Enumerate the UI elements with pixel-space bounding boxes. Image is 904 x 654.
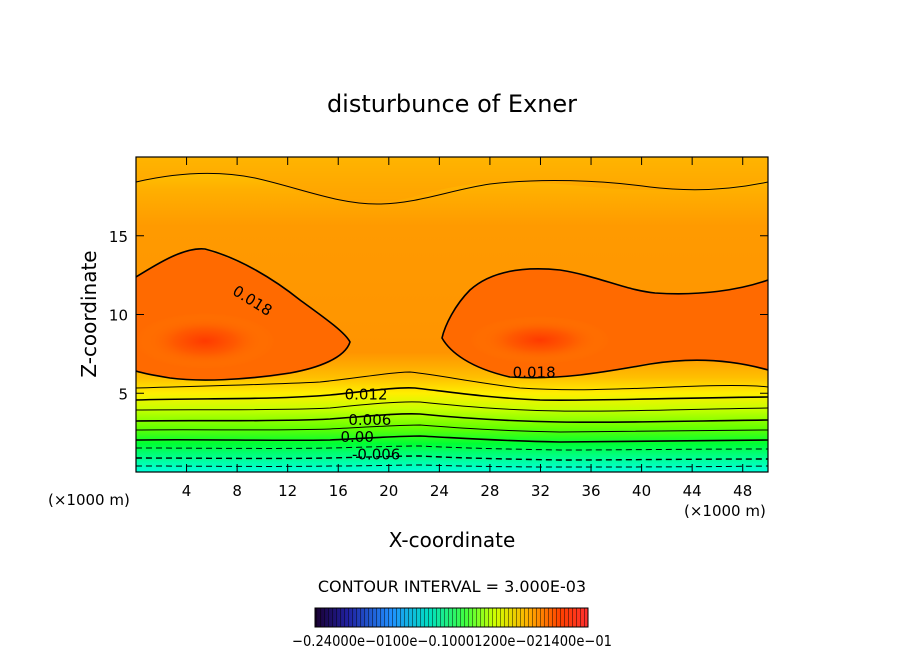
x-tick-label: 4: [182, 482, 192, 500]
x-axis-ticks: 4 8 12 16 20 24 28 32 36 40 44 48: [182, 157, 752, 500]
contour-lines: [136, 172, 768, 468]
contour-018-right: [441, 268, 768, 379]
contour-018-left: [136, 248, 351, 381]
upper-band: [136, 157, 768, 203]
x-tick-label: 36: [581, 482, 600, 500]
x-tick-label: 20: [379, 482, 398, 500]
y-tick-label: 10: [109, 307, 128, 325]
contour-006: [136, 413, 768, 424]
contour-upper: [136, 172, 768, 205]
x-tick-label: 48: [733, 482, 752, 500]
y-axis-label: Z-coordinate: [77, 250, 101, 377]
x-tick-label: 44: [683, 482, 702, 500]
contour-neg006: [136, 455, 768, 461]
x-unit-right: (×1000 m): [684, 502, 766, 520]
contour-012: [136, 387, 768, 401]
contour-label: 0.018: [513, 364, 556, 382]
x-tick-label: 40: [632, 482, 651, 500]
x-tick-label: 32: [531, 482, 550, 500]
x-tick-label: 28: [480, 482, 499, 500]
contour-neg009: [136, 464, 768, 468]
contour-label: 0.00: [340, 428, 373, 446]
x-tick-label: 16: [329, 482, 348, 500]
y-tick-label: 15: [109, 228, 128, 246]
x-tick-label: 24: [430, 482, 449, 500]
colorbar-stripes: [315, 608, 588, 627]
contour-label: 0.012: [345, 386, 388, 404]
contour-009: [136, 401, 768, 412]
contour-015: [136, 371, 768, 391]
x-tick-label: 8: [232, 482, 242, 500]
x-tick-label: 12: [278, 482, 297, 500]
contour-neg003: [136, 445, 768, 451]
x-unit-left: (×1000 m): [48, 491, 130, 509]
contour-003: [136, 424, 768, 433]
chart-title: disturbunce of Exner: [327, 90, 577, 118]
y-axis-ticks: 5 10 15: [109, 228, 768, 403]
contour-label: -0.006: [352, 445, 400, 463]
colorbar: −0.24000e−0100e−0.10001200e−021400e−01: [292, 607, 612, 650]
colorbar-frame: [314, 607, 589, 628]
x-axis-label: X-coordinate: [389, 528, 516, 552]
hot-core-left: [136, 313, 275, 369]
y-tick-label: 5: [118, 385, 128, 403]
hot-core-right: [470, 316, 610, 364]
contour-label: 0.006: [348, 411, 391, 429]
colorbar-labels: −0.24000e−0100e−0.10001200e−021400e−01: [292, 632, 612, 650]
contour-interval-text: CONTOUR INTERVAL = 3.000E-03: [318, 577, 586, 596]
contour-000: [136, 435, 768, 443]
